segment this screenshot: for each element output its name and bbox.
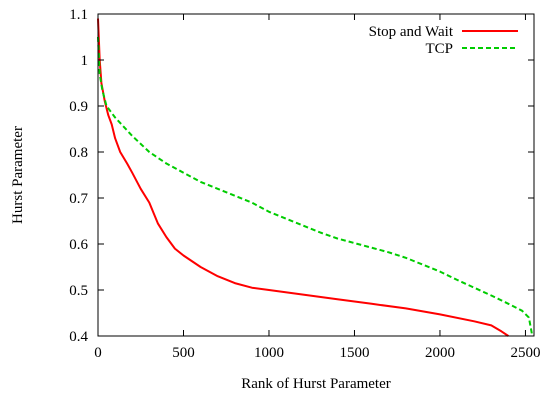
y-tick-label: 0.8 bbox=[69, 145, 88, 161]
y-tick-label: 1 bbox=[81, 53, 89, 69]
x-tick-label: 1500 bbox=[339, 345, 369, 361]
x-tick-label: 2000 bbox=[425, 345, 455, 361]
y-tick-label: 1.1 bbox=[69, 7, 88, 23]
x-tick-label: 1000 bbox=[254, 345, 284, 361]
x-tick-label: 2500 bbox=[510, 345, 540, 361]
legend: Stop and Wait TCP bbox=[369, 24, 518, 57]
series-line-tcp bbox=[97, 36, 534, 337]
y-axis-label: Hurst Parameter bbox=[10, 126, 26, 224]
y-tick-label: 0.4 bbox=[69, 329, 88, 345]
x-tick-label: 500 bbox=[172, 345, 195, 361]
y-tick-label: 0.9 bbox=[69, 99, 88, 115]
x-axis-label: Rank of Hurst Parameter bbox=[241, 376, 391, 392]
series-line-stop-and-wait bbox=[97, 18, 509, 337]
y-tick-label: 0.6 bbox=[69, 237, 88, 253]
y-tick-label: 0.5 bbox=[69, 283, 88, 299]
x-tick-label: 0 bbox=[94, 345, 102, 361]
y-tick-label: 0.7 bbox=[69, 191, 88, 207]
plot-frame bbox=[97, 13, 535, 337]
legend-label-stop-and-wait: Stop and Wait bbox=[369, 24, 454, 40]
legend-label-tcp: TCP bbox=[425, 41, 453, 57]
